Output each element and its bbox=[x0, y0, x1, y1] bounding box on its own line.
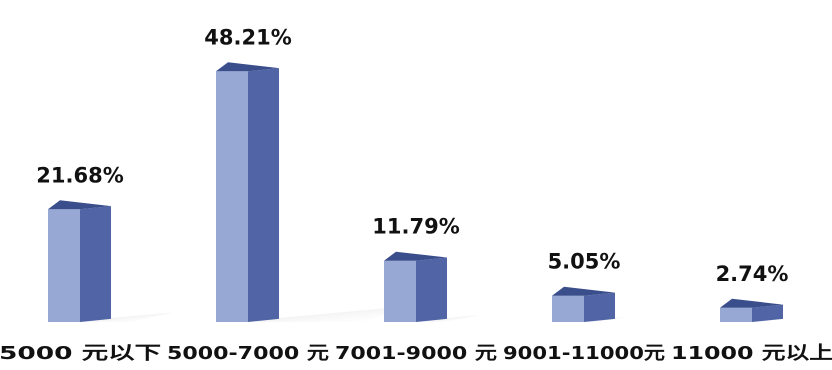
bar-top-face bbox=[48, 200, 111, 210]
bar-top-face bbox=[720, 298, 783, 308]
data-label: 21.68% bbox=[36, 163, 123, 187]
bar-front-face bbox=[48, 209, 80, 322]
data-labels: 21.68% 48.21% 11.79% 5.05% 2.74% bbox=[36, 25, 788, 285]
bar-side-face bbox=[584, 292, 615, 322]
bar-front-face bbox=[384, 260, 416, 322]
bar-top-face bbox=[552, 286, 615, 296]
bar-shadow bbox=[248, 305, 417, 322]
bar bbox=[48, 200, 111, 322]
category-label: 11000 元以上 bbox=[671, 343, 832, 364]
data-label: 5.05% bbox=[548, 250, 621, 274]
bar-top-face bbox=[216, 62, 279, 72]
bar-side-face bbox=[416, 257, 447, 322]
bar-side-face bbox=[752, 304, 783, 322]
bar-side-face bbox=[80, 206, 111, 322]
category-labels: 5000 元以下 5000-7000 元 7001-9000 元 9001-11000… bbox=[0, 343, 832, 364]
data-label: 48.21% bbox=[204, 25, 291, 49]
bar bbox=[384, 251, 447, 322]
bar-front-face bbox=[720, 307, 752, 322]
category-label: 7001-9000 元 bbox=[335, 343, 497, 364]
bar-front-face bbox=[552, 295, 584, 322]
bar bbox=[720, 298, 783, 322]
data-label: 11.79% bbox=[372, 215, 459, 239]
bar-side-face bbox=[248, 68, 279, 323]
bar bbox=[216, 62, 279, 323]
category-label: 9001-11000元 bbox=[503, 343, 665, 364]
data-label: 2.74% bbox=[716, 262, 789, 286]
category-label: 5000-7000 元 bbox=[167, 343, 329, 364]
bar bbox=[552, 286, 615, 322]
category-label: 5000 元以下 bbox=[0, 343, 161, 364]
bar-top-face bbox=[384, 251, 447, 261]
bars bbox=[48, 62, 783, 323]
bar-front-face bbox=[216, 71, 248, 322]
